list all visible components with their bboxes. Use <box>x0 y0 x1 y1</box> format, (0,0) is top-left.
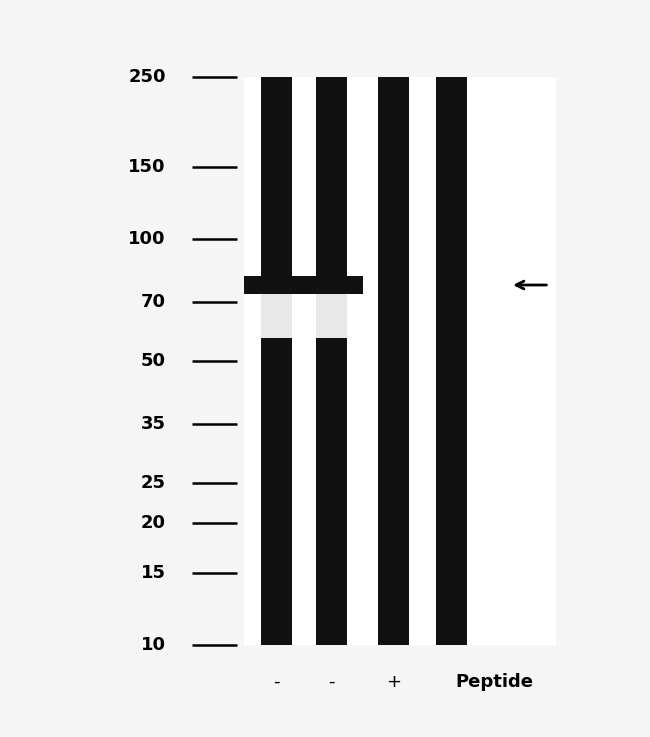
Bar <box>244 276 308 294</box>
Text: 25: 25 <box>141 475 166 492</box>
Bar <box>316 77 347 645</box>
Text: 70: 70 <box>141 293 166 311</box>
Text: 35: 35 <box>141 415 166 433</box>
Text: 250: 250 <box>128 69 166 86</box>
Text: -: - <box>328 673 335 691</box>
Bar <box>436 77 467 645</box>
Text: 50: 50 <box>141 352 166 370</box>
Text: +: + <box>385 673 401 691</box>
Text: Peptide: Peptide <box>455 673 533 691</box>
Text: 150: 150 <box>128 158 166 176</box>
Text: 100: 100 <box>128 230 166 248</box>
Bar <box>261 77 292 645</box>
Text: -: - <box>273 673 280 691</box>
Bar <box>316 294 347 338</box>
Text: 15: 15 <box>141 565 166 582</box>
Bar <box>300 276 363 294</box>
Bar <box>378 77 409 645</box>
Text: 10: 10 <box>141 636 166 654</box>
Bar <box>244 77 556 645</box>
Text: 20: 20 <box>141 514 166 531</box>
Bar <box>261 294 292 338</box>
